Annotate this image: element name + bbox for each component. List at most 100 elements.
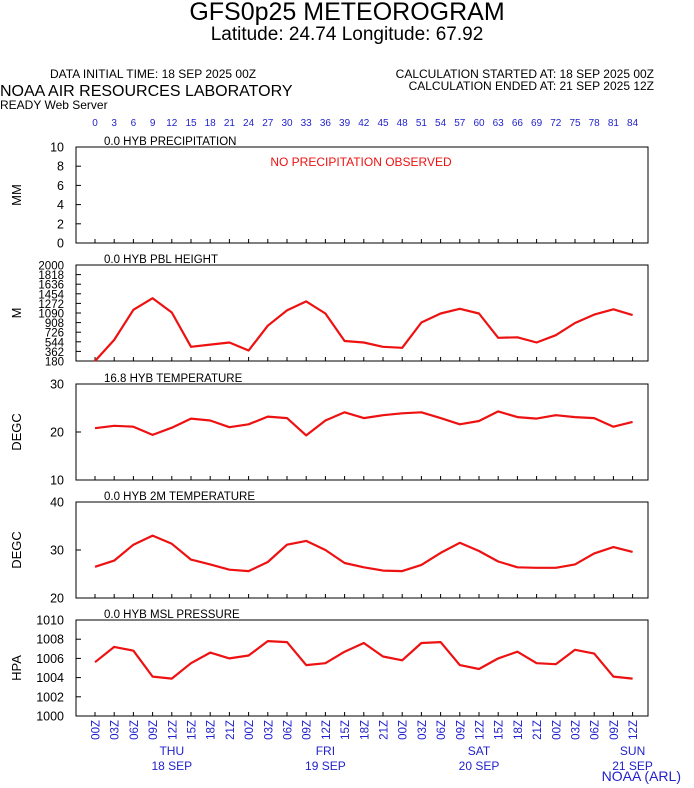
panel-title: 0.0 HYB MSL PRESSURE: [104, 609, 240, 621]
time-label: 12Z: [167, 720, 179, 740]
time-label: 06Z: [129, 720, 141, 740]
y-tick-label: 362: [45, 347, 64, 359]
time-label: 03Z: [417, 720, 429, 740]
time-label: 15Z: [340, 720, 352, 740]
time-label: 21Z: [225, 720, 237, 740]
time-label: 09Z: [148, 720, 160, 740]
lab-name: NOAA AIR RESOURCES LABORATORY: [0, 83, 293, 100]
y-tick-label: 1818: [38, 270, 64, 282]
y-tick-label: 30: [50, 544, 64, 558]
forecast-hour-label: 18: [205, 118, 217, 129]
time-label: 06Z: [590, 720, 602, 740]
panel-4: [75, 619, 649, 717]
panel-3: [75, 501, 649, 599]
forecast-hour-label: 66: [512, 118, 524, 129]
time-label: 03Z: [263, 720, 275, 740]
y-axis-label: MM: [9, 184, 24, 206]
panel-note: NO PRECIPITATION OBSERVED: [270, 155, 452, 169]
panel-frame: [75, 146, 649, 244]
panel-title: 0.0 HYB PRECIPITATION: [104, 136, 237, 148]
y-tick-label: 20: [50, 592, 64, 606]
y-tick-label: 0: [57, 237, 64, 251]
y-axis-label: HPA: [9, 655, 24, 681]
y-tick-label: 1008: [36, 633, 64, 647]
y-tick-label: 544: [45, 337, 65, 349]
y-tick-label: 4: [57, 198, 64, 212]
y-tick-label: 20: [50, 426, 64, 440]
panel-title: 0.0 HYB PBL HEIGHT: [104, 254, 218, 266]
time-label: 18Z: [513, 720, 525, 740]
y-tick-label: 2: [57, 217, 64, 231]
date-label: 18 SEP: [151, 759, 192, 773]
panel-frame: [75, 264, 649, 362]
forecast-hour-label: 27: [262, 118, 274, 129]
time-label: 18Z: [359, 720, 371, 740]
y-tick-label: 1010: [36, 614, 64, 628]
forecast-hour-label: 3: [111, 118, 117, 129]
date-label: 20 SEP: [459, 759, 500, 773]
forecast-hour-label: 42: [358, 118, 370, 129]
forecast-hour-label: 72: [550, 118, 562, 129]
forecast-hour-label: 69: [531, 118, 543, 129]
series-line: [94, 410, 633, 437]
forecast-hour-label: 60: [473, 118, 485, 129]
forecast-hour-label: 57: [454, 118, 466, 129]
series-line: [94, 534, 633, 573]
time-label: 03Z: [571, 720, 583, 740]
y-tick-label: 10: [50, 474, 64, 488]
forecast-hour-label: 54: [435, 118, 447, 129]
panel-0: [75, 146, 649, 244]
y-tick-label: 908: [45, 318, 64, 330]
chart-title: GFS0p25 METEOROGRAM: [189, 0, 505, 26]
forecast-hour-label: 81: [608, 118, 620, 129]
y-tick-label: 1454: [38, 289, 64, 301]
forecast-hour-label: 39: [339, 118, 351, 129]
forecast-hour-label: 45: [377, 118, 389, 129]
day-label: THU: [159, 744, 184, 758]
forecast-hour-label: 6: [131, 118, 137, 129]
forecast-hour-label: 75: [569, 118, 581, 129]
y-tick-label: 8: [57, 160, 64, 174]
time-label: 00Z: [244, 720, 256, 740]
forecast-hour-label: 21: [224, 118, 236, 129]
credit-label: NOAA (ARL): [601, 768, 681, 784]
time-label: 12Z: [321, 720, 333, 740]
y-tick-label: 1090: [38, 309, 64, 321]
series-line: [94, 297, 633, 362]
forecast-hour-label: 24: [243, 118, 255, 129]
day-label: FRI: [316, 744, 335, 758]
panel-frame: [75, 619, 649, 717]
y-tick-label: 40: [50, 496, 64, 510]
forecast-hour-label: 51: [416, 118, 428, 129]
date-label: 21 SEP: [612, 759, 653, 773]
panel-title: 0.0 HYB 2M TEMPERATURE: [104, 491, 255, 503]
forecast-hour-label: 12: [166, 118, 178, 129]
y-tick-label: 10: [50, 141, 64, 155]
time-label: 06Z: [436, 720, 448, 740]
series-line: [94, 639, 633, 680]
forecast-hour-label: 33: [301, 118, 313, 129]
forecast-hour-label: 9: [150, 118, 156, 129]
y-tick-label: 2000: [38, 261, 64, 273]
y-tick-label: 1636: [38, 280, 64, 292]
panel-frame: [75, 501, 649, 599]
time-label: 21Z: [379, 720, 391, 740]
y-tick-label: 1004: [36, 671, 64, 685]
time-label: 09Z: [302, 720, 314, 740]
time-label: 00Z: [398, 720, 410, 740]
time-label: 06Z: [283, 720, 295, 740]
server-name: READY Web Server: [0, 98, 108, 112]
calculation-started: CALCULATION STARTED AT: 18 SEP 2025 00Z: [395, 67, 654, 81]
forecast-hour-label: 0: [92, 118, 98, 129]
data-initial-time: DATA INITIAL TIME: 18 SEP 2025 00Z: [50, 67, 257, 81]
time-label: 15Z: [187, 720, 199, 740]
time-label: 00Z: [91, 720, 103, 740]
forecast-hour-label: 84: [627, 118, 639, 129]
y-tick-label: 1006: [36, 652, 64, 666]
forecast-hour-label: 15: [185, 118, 197, 129]
time-label: 09Z: [455, 720, 467, 740]
panel-2: [75, 383, 649, 481]
panel-1: [75, 264, 649, 362]
time-label: 00Z: [551, 720, 563, 740]
time-label: 12Z: [475, 720, 487, 740]
